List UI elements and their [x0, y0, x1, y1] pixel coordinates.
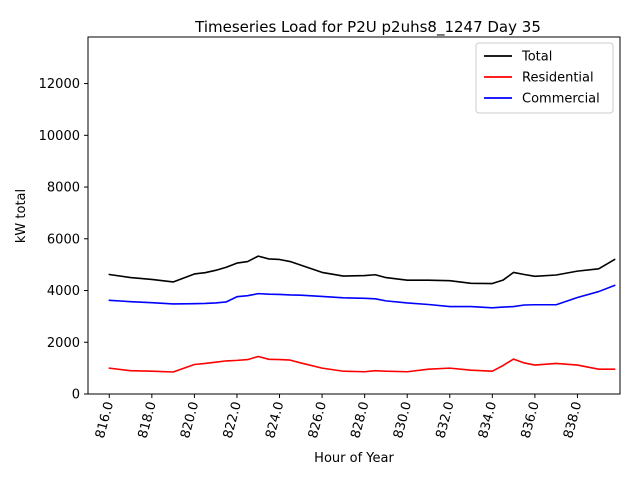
y-tick-label: 4000 — [47, 284, 80, 299]
y-tick-label: 10000 — [39, 129, 80, 144]
legend-label-total: Total — [521, 50, 552, 65]
plot-frame — [87, 36, 621, 395]
series-line-commercial — [108, 284, 616, 309]
y-tick-label: 8000 — [47, 181, 80, 196]
y-axis-ticks: 0 2000 4000 6000 8000 10000 12000 — [39, 77, 88, 403]
y-axis-label: kW total — [14, 189, 29, 243]
y-tick-label: 2000 — [47, 336, 80, 351]
series-line-total — [108, 255, 616, 285]
legend-label-commercial: Commercial — [522, 92, 600, 107]
y-tick-label: 0 — [72, 388, 80, 403]
chart-title: Timeseries Load for P2U p2uhs8_1247 Day … — [194, 18, 541, 37]
series-line-residential — [108, 355, 616, 373]
legend-label-residential: Residential — [522, 71, 594, 86]
x-axis-label: Hour of Year — [314, 451, 394, 466]
y-tick-label: 6000 — [47, 232, 80, 247]
series-layer — [108, 255, 616, 373]
y-tick-label: 12000 — [39, 77, 80, 92]
legend-box — [475, 42, 614, 114]
legend: Total Residential Commercial — [475, 42, 614, 114]
